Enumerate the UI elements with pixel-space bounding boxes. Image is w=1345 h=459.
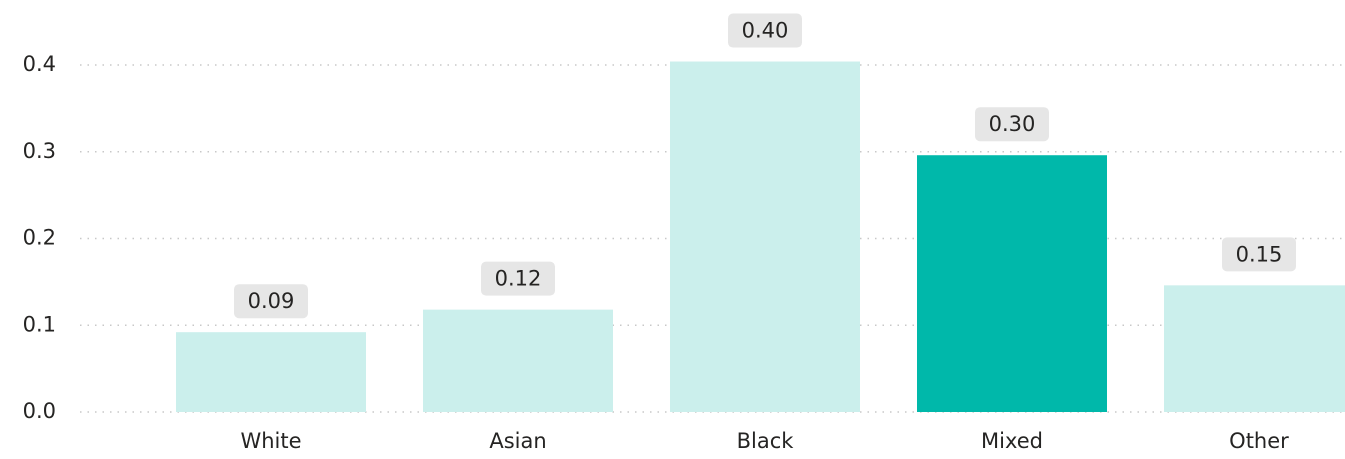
- bar: [176, 332, 366, 412]
- data-label: 0.40: [742, 19, 789, 43]
- data-label: 0.15: [1236, 242, 1283, 266]
- x-tick-label: Other: [1229, 429, 1289, 453]
- data-label-bg: [481, 261, 555, 296]
- x-tick-label: Black: [737, 429, 795, 453]
- y-tick-label: 0.1: [23, 312, 56, 336]
- data-label-bg: [975, 107, 1049, 142]
- bar: [1164, 285, 1345, 412]
- bar: [917, 155, 1107, 412]
- data-label: 0.30: [989, 112, 1036, 136]
- bar: [670, 61, 860, 412]
- x-tick-label: Mixed: [981, 429, 1043, 453]
- data-label-bg: [234, 284, 308, 319]
- data-label-bg: [728, 13, 802, 48]
- y-tick-label: 0.3: [23, 139, 56, 163]
- x-tick-label: White: [240, 429, 301, 453]
- y-tick-label: 0.0: [23, 399, 56, 423]
- x-tick-label: Asian: [489, 429, 546, 453]
- y-tick-label: 0.2: [23, 226, 56, 250]
- data-label: 0.09: [248, 289, 295, 313]
- bar: [423, 309, 613, 412]
- data-label-bg: [1222, 237, 1296, 272]
- data-label: 0.12: [495, 267, 542, 291]
- y-tick-label: 0.4: [23, 52, 56, 76]
